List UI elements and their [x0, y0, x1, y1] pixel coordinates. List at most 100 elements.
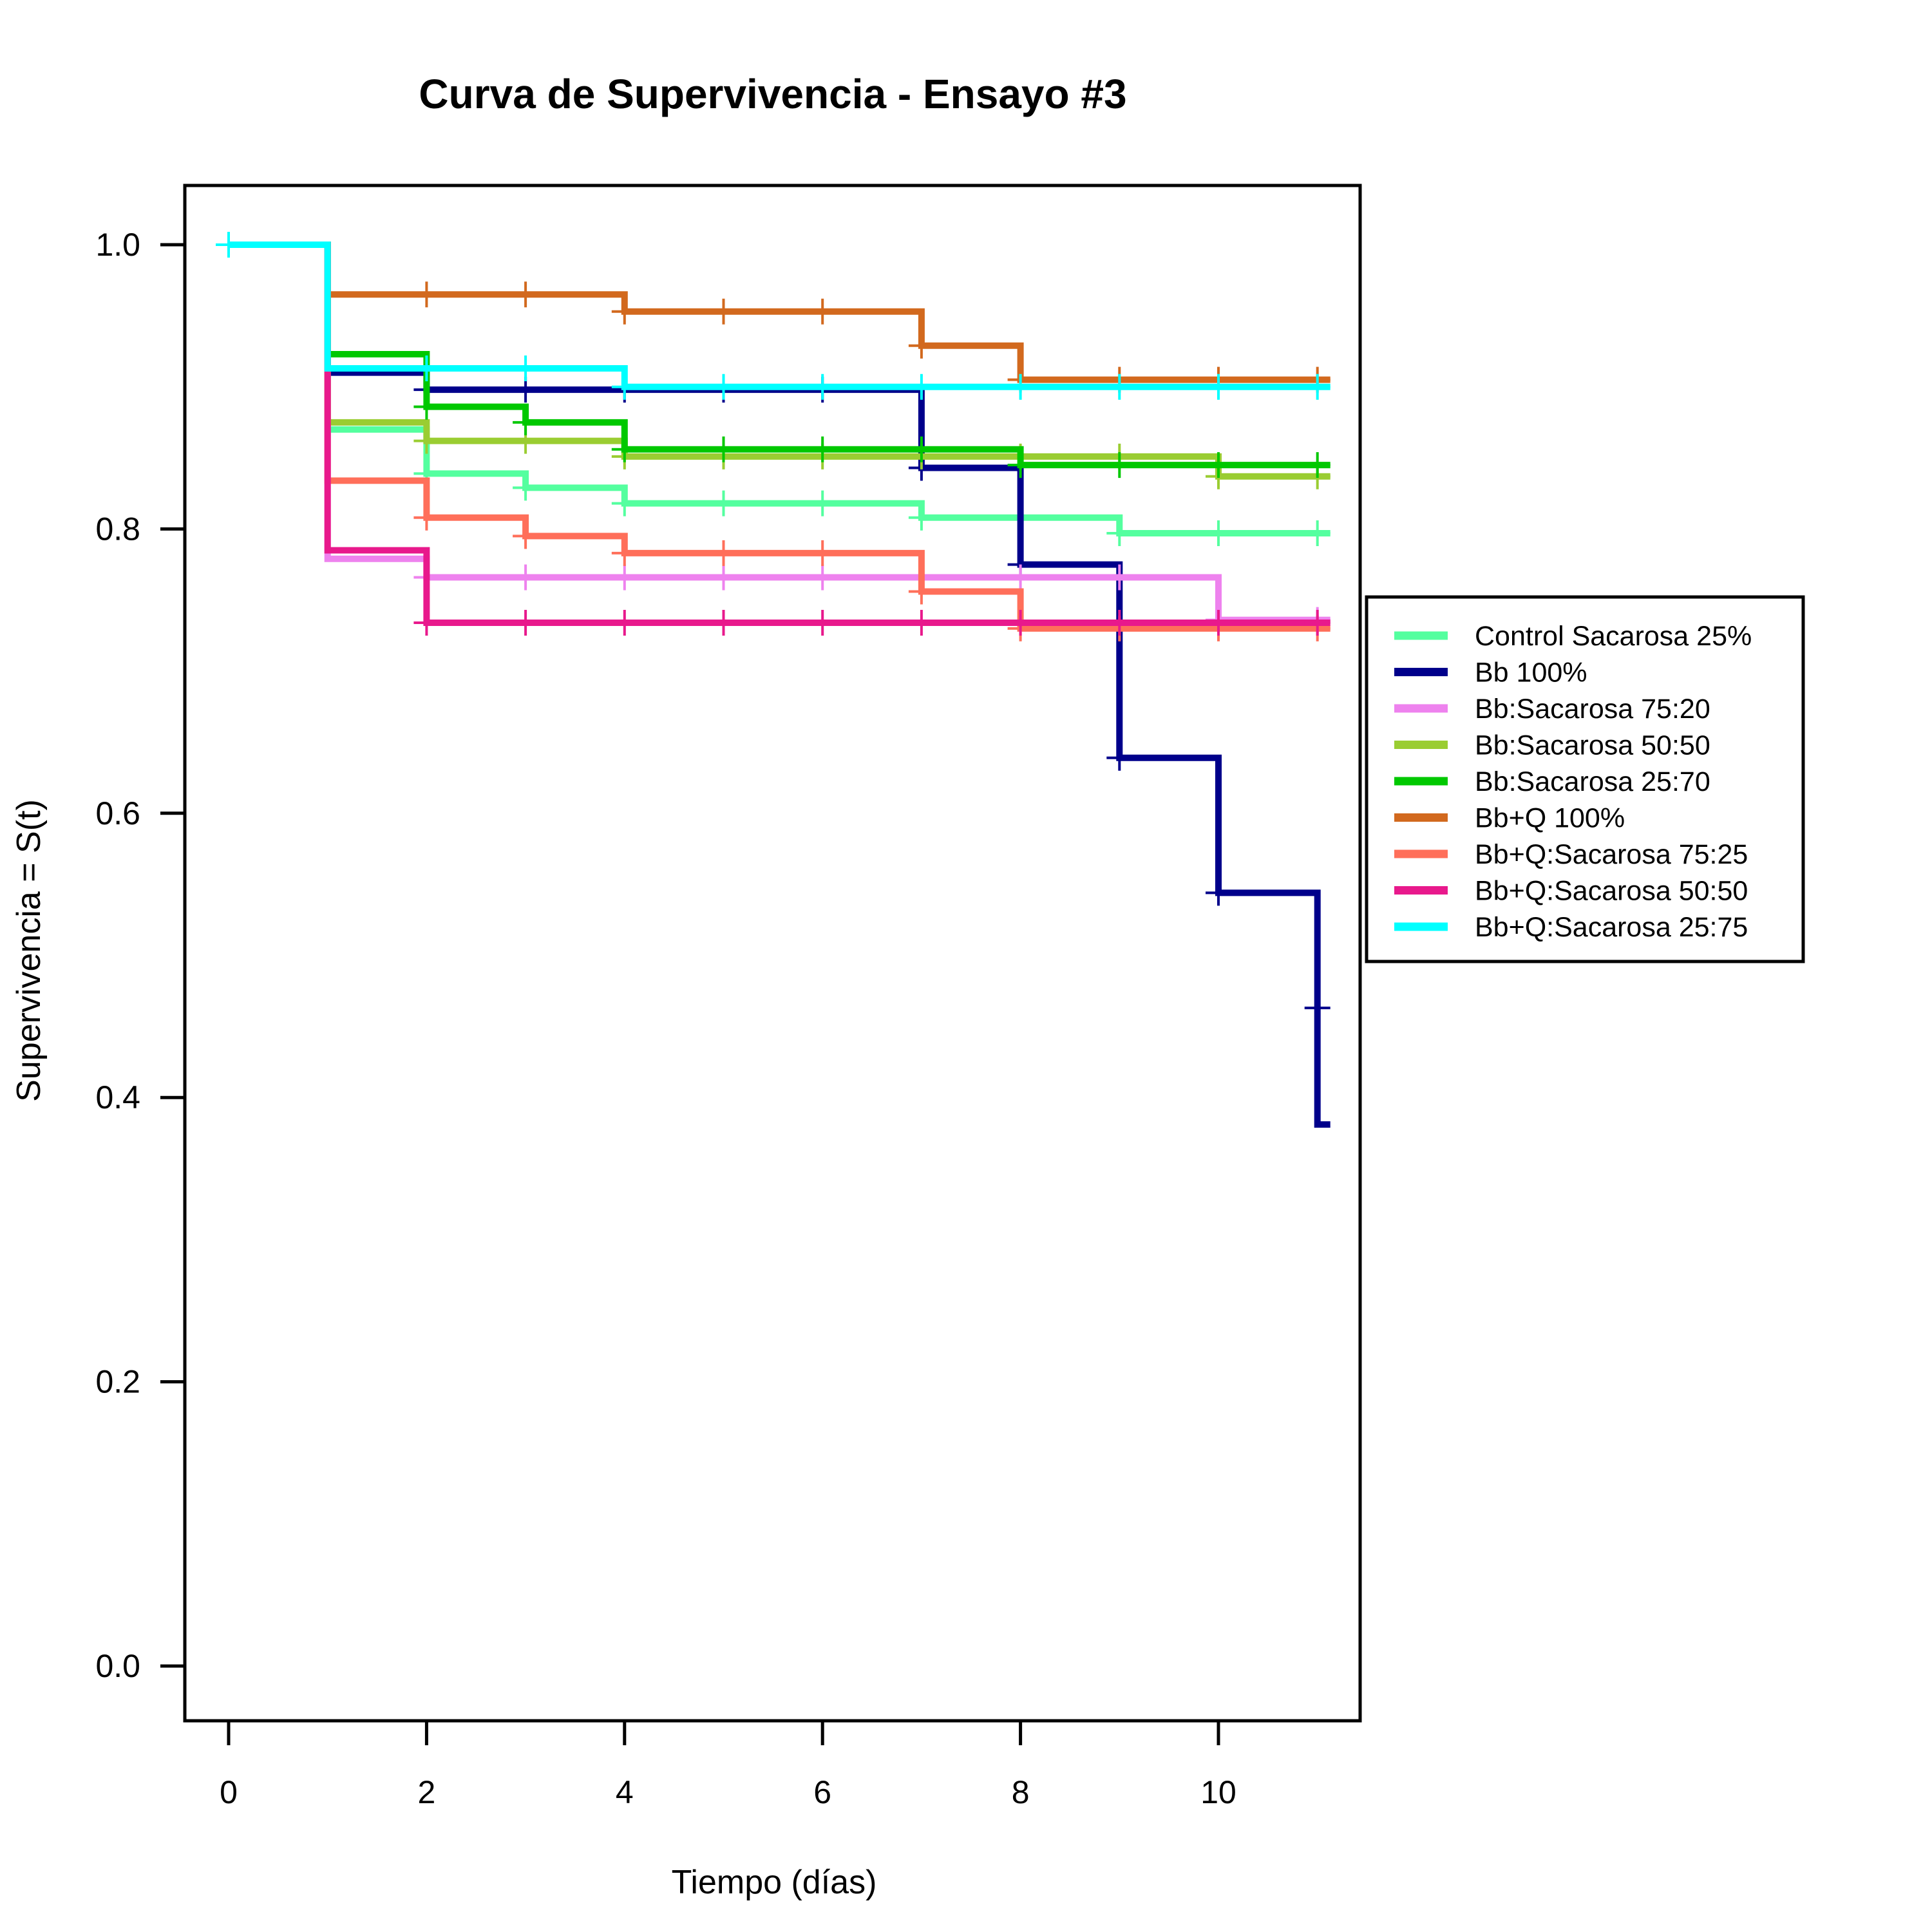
censor-mark: [1106, 744, 1133, 771]
censor-mark: [710, 564, 737, 591]
censor-mark: [1304, 610, 1331, 636]
censor-mark: [1304, 520, 1331, 547]
censor-mark: [1206, 374, 1231, 400]
survival-curve-line: [229, 242, 1331, 390]
legend-label: Bb 100%: [1475, 658, 1587, 688]
y-tick-label: 0.2: [95, 1364, 140, 1400]
survival-curve-line: [229, 242, 1331, 627]
censor-mark: [611, 540, 638, 566]
censor-mark: [810, 374, 836, 400]
y-tick-label: 1.0: [95, 227, 140, 263]
y-axis: 0.0 0.2 0.4 0.6 0.8 1.0: [95, 227, 187, 1684]
censor-mark: [611, 610, 638, 636]
censor-mark: [710, 540, 737, 566]
plot-frame: [183, 184, 1362, 1723]
censor-mark: [1206, 452, 1231, 478]
censor-mark: [908, 374, 934, 400]
censor-mark: [413, 355, 440, 382]
censor-mark: [1007, 374, 1034, 400]
censor-mark: [710, 374, 737, 400]
survival-curve-line: [229, 242, 1331, 1128]
censor-mark: [908, 610, 934, 636]
censor-mark: [710, 490, 737, 516]
censor-mark: [1007, 452, 1034, 478]
x-tick-label: 0: [220, 1774, 238, 1810]
x-tick-label: 4: [616, 1774, 634, 1810]
series-4: [216, 232, 1331, 478]
censor-mark: [1106, 610, 1133, 636]
censor-mark: [710, 610, 737, 636]
censor-mark: [413, 428, 440, 454]
legend-label: Bb:Sacarosa 75:20: [1475, 694, 1710, 724]
y-tick-label: 0.0: [95, 1648, 140, 1684]
censor-mark: [810, 436, 836, 462]
censor-mark: [810, 490, 836, 516]
x-tick-label: 10: [1200, 1774, 1236, 1810]
censor-mark: [1304, 374, 1331, 400]
censor-mark: [1206, 880, 1231, 906]
censor-mark: [1007, 610, 1034, 636]
legend-label: Bb+Q:Sacarosa 50:50: [1475, 876, 1748, 907]
censor-mark: [908, 504, 934, 531]
censor-mark: [611, 436, 638, 462]
censor-mark: [513, 564, 539, 591]
legend-label: Bb+Q:Sacarosa 25:75: [1475, 912, 1748, 943]
censor-mark: [1106, 452, 1133, 478]
x-tick-label: 8: [1012, 1774, 1030, 1810]
x-axis: 0 2 4 6 8 10: [220, 1719, 1236, 1810]
series-0: [216, 232, 1331, 547]
censor-mark: [1106, 564, 1133, 591]
censor-mark: [413, 504, 440, 531]
censor-mark: [216, 232, 242, 258]
censor-mark: [513, 409, 539, 435]
censor-mark: [513, 523, 539, 549]
censor-mark: [611, 298, 638, 325]
censor-mark: [513, 355, 539, 382]
legend-label: Control Sacarosa 25%: [1475, 621, 1752, 652]
series-8: [216, 232, 1331, 400]
censor-mark: [810, 610, 836, 636]
legend-label: Bb:Sacarosa 50:50: [1475, 730, 1710, 761]
censor-mark: [908, 436, 934, 462]
chart-title: Curva de Supervivencia - Ensayo #3: [419, 71, 1126, 117]
survival-curve-line: [229, 242, 1331, 383]
censor-mark: [710, 298, 737, 325]
x-tick-label: 6: [813, 1774, 831, 1810]
censor-mark: [611, 374, 638, 400]
censor-mark: [413, 610, 440, 636]
survival-curve-line: [229, 242, 1331, 480]
censor-mark: [1206, 610, 1231, 636]
censor-mark: [908, 332, 934, 359]
survival-curve-line: [229, 242, 1331, 632]
censor-mark: [810, 298, 836, 325]
legend-label: Bb:Sacarosa 25:70: [1475, 766, 1710, 797]
censor-mark: [1106, 520, 1133, 547]
censor-mark: [513, 475, 539, 501]
censor-mark: [710, 436, 737, 462]
censor-mark: [1007, 564, 1034, 591]
censor-mark: [1206, 520, 1231, 547]
legend: Control Sacarosa 25% Bb 100% Bb:Sacarosa 7…: [1365, 595, 1805, 963]
censor-mark: [513, 281, 539, 308]
censor-mark: [611, 564, 638, 591]
censor-mark: [1304, 995, 1331, 1021]
censor-mark: [413, 393, 440, 420]
censor-mark: [810, 540, 836, 566]
censor-mark: [1106, 374, 1133, 400]
x-axis-label: Tiempo (días): [672, 1864, 877, 1901]
y-axis-label: Supervivencia = S(t): [10, 799, 48, 1102]
legend-label: Bb+Q 100%: [1475, 803, 1625, 834]
censor-mark: [513, 610, 539, 636]
y-tick-label: 0.8: [95, 511, 140, 547]
y-tick-label: 0.6: [95, 795, 140, 831]
survival-curves: [216, 232, 1331, 1128]
legend-label: Bb+Q:Sacarosa 75:25: [1475, 839, 1748, 870]
censor-mark: [611, 490, 638, 516]
censor-mark: [413, 281, 440, 308]
censor-mark: [1304, 452, 1331, 478]
x-tick-label: 2: [417, 1774, 435, 1810]
censor-mark: [908, 578, 934, 605]
y-tick-label: 0.4: [95, 1079, 140, 1115]
censor-mark: [810, 564, 836, 591]
